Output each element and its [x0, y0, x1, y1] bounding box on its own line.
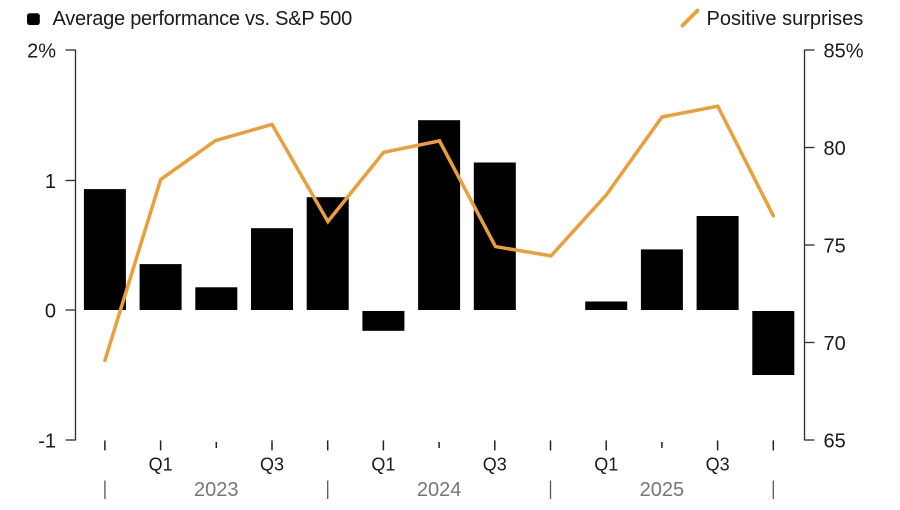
svg-text:Q3: Q3	[483, 454, 507, 474]
svg-text:2%: 2%	[27, 40, 56, 62]
svg-text:2025: 2025	[640, 479, 685, 501]
svg-text:65: 65	[824, 430, 846, 452]
svg-text:Q3: Q3	[706, 454, 730, 474]
svg-text:80: 80	[824, 138, 846, 160]
svg-text:Q3: Q3	[260, 454, 284, 474]
svg-text:0: 0	[45, 300, 56, 322]
svg-text:Average performance vs. S&P 50: Average performance vs. S&P 500	[53, 8, 353, 30]
svg-text:70: 70	[824, 333, 846, 355]
svg-text:Q1: Q1	[149, 454, 173, 474]
svg-text:75: 75	[824, 235, 846, 257]
svg-text:-1: -1	[38, 430, 56, 452]
svg-text:1: 1	[45, 171, 56, 193]
svg-text:Q1: Q1	[371, 454, 395, 474]
svg-text:2023: 2023	[194, 479, 239, 501]
svg-text:Q1: Q1	[594, 454, 618, 474]
svg-text:Positive surprises: Positive surprises	[707, 8, 864, 30]
svg-text:2024: 2024	[417, 479, 462, 501]
svg-text:85%: 85%	[824, 40, 864, 62]
